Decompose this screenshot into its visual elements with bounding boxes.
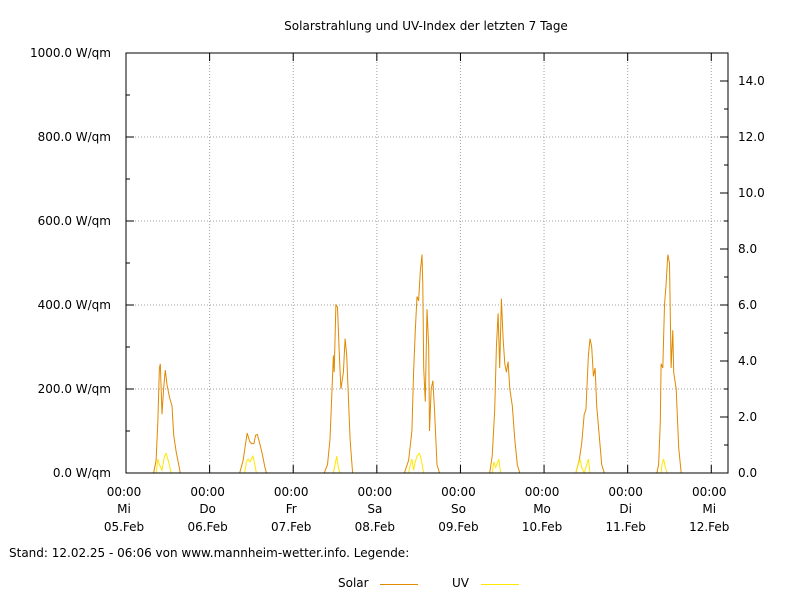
series-line-solar xyxy=(153,254,682,474)
x-tick-weekday: Sa xyxy=(367,502,382,516)
legend-line-uv xyxy=(481,584,519,585)
x-tick-date: 11.Feb xyxy=(605,520,645,534)
legend-label-uv: UV xyxy=(452,576,469,590)
y-right-tick-label: 10.0 xyxy=(738,186,765,200)
y-left-tick-label: 800.0 W/qm xyxy=(38,130,111,144)
plot-frame xyxy=(125,52,729,474)
legend: Solar UV xyxy=(0,576,800,594)
x-tick-date: 12.Feb xyxy=(689,520,729,534)
series-line-uv xyxy=(155,452,668,475)
y-left-tick-label: 1000.0 W/qm xyxy=(30,46,111,60)
x-tick-time: 00:00 xyxy=(190,485,225,499)
axes: 0.0 W/qm 200.0 W/qm 400.0 W/qm 600.0 W/qm 80… xyxy=(30,46,765,534)
solar-uv-chart: Solarstrahlung und UV-Index der letzten … xyxy=(30,19,765,534)
x-tick-weekday: Fr xyxy=(286,502,297,516)
y-right-tick-label: 0.0 xyxy=(738,466,757,480)
x-tick-date: 10.Feb xyxy=(522,520,562,534)
x-tick-date: 08.Feb xyxy=(355,520,395,534)
y-right-tick-label: 6.0 xyxy=(738,298,757,312)
x-tick-date: 05.Feb xyxy=(104,520,144,534)
x-tick-weekday: Do xyxy=(199,502,216,516)
x-tick-weekday: So xyxy=(451,502,466,516)
chart-grid xyxy=(126,53,728,473)
x-tick-time: 00:00 xyxy=(692,485,727,499)
x-tick-time: 00:00 xyxy=(441,485,476,499)
x-tick-time: 00:00 xyxy=(107,485,142,499)
y-right-tick-label: 8.0 xyxy=(738,242,757,256)
x-tick-time: 00:00 xyxy=(358,485,393,499)
y-left-tick-label: 200.0 W/qm xyxy=(38,382,111,396)
x-tick-weekday: Mo xyxy=(533,502,551,516)
x-tick-time: 00:00 xyxy=(608,485,643,499)
y-right-tick-label: 14.0 xyxy=(738,74,765,88)
x-tick-time: 00:00 xyxy=(274,485,309,499)
x-tick-date: 09.Feb xyxy=(438,520,478,534)
chart-title: Solarstrahlung und UV-Index der letzten … xyxy=(284,19,568,33)
x-tick-date: 06.Feb xyxy=(187,520,227,534)
x-tick-time: 00:00 xyxy=(525,485,560,499)
y-left-tick-label: 400.0 W/qm xyxy=(38,298,111,312)
legend-line-solar xyxy=(380,584,418,585)
footer-status: Stand: 12.02.25 - 06:06 von www.mannheim… xyxy=(9,546,410,560)
y-left-tick-label: 600.0 W/qm xyxy=(38,214,111,228)
y-right-tick-label: 2.0 xyxy=(738,410,757,424)
plot-area xyxy=(153,254,682,475)
x-tick-weekday: Di xyxy=(619,502,632,516)
y-right-tick-label: 4.0 xyxy=(738,354,757,368)
x-tick-weekday: Mi xyxy=(702,502,716,516)
x-tick-weekday: Mi xyxy=(117,502,131,516)
x-tick-date: 07.Feb xyxy=(271,520,311,534)
y-right-tick-label: 12.0 xyxy=(738,130,765,144)
y-left-tick-label: 0.0 W/qm xyxy=(53,466,111,480)
legend-label-solar: Solar xyxy=(338,576,369,590)
